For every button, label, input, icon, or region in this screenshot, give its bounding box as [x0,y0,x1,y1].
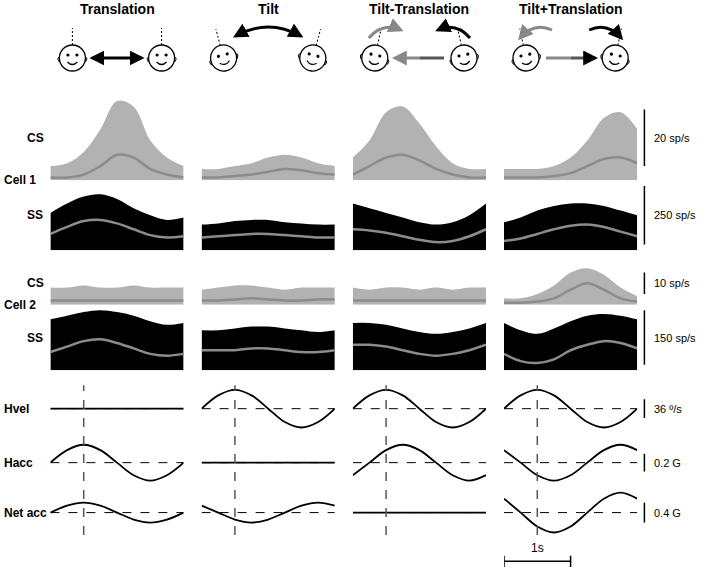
svg-text:Translation: Translation [80,1,155,17]
svg-text:Cell 1: Cell 1 [4,173,36,187]
svg-text:Tilt: Tilt [258,1,279,17]
svg-text:36 º/s: 36 º/s [654,403,682,415]
svg-text:1s: 1s [531,541,544,555]
svg-text:0.4 G: 0.4 G [654,507,681,519]
svg-text:Cell 2: Cell 2 [4,298,36,312]
svg-text:CS: CS [27,131,44,145]
svg-text:SS: SS [27,331,43,345]
svg-text:Hvel: Hvel [4,402,29,416]
svg-text:150 sp/s: 150 sp/s [654,332,696,344]
svg-text:250 sp/s: 250 sp/s [654,209,696,221]
svg-text:0.2 G: 0.2 G [654,457,681,469]
svg-text:CS: CS [27,276,44,290]
svg-text:10 sp/s: 10 sp/s [654,277,690,289]
svg-text:Tilt+Translation: Tilt+Translation [519,1,623,17]
svg-text:Hacc: Hacc [4,456,33,470]
svg-text:SS: SS [27,208,43,222]
svg-text:20 sp/s: 20 sp/s [654,132,690,144]
svg-text:Net acc: Net acc [4,506,47,520]
svg-text:Tilt-Translation: Tilt-Translation [369,1,469,17]
